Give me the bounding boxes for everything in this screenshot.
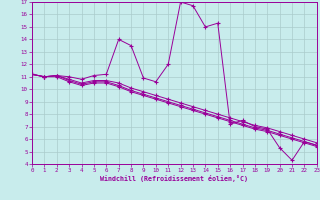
X-axis label: Windchill (Refroidissement éolien,°C): Windchill (Refroidissement éolien,°C)	[100, 175, 248, 182]
